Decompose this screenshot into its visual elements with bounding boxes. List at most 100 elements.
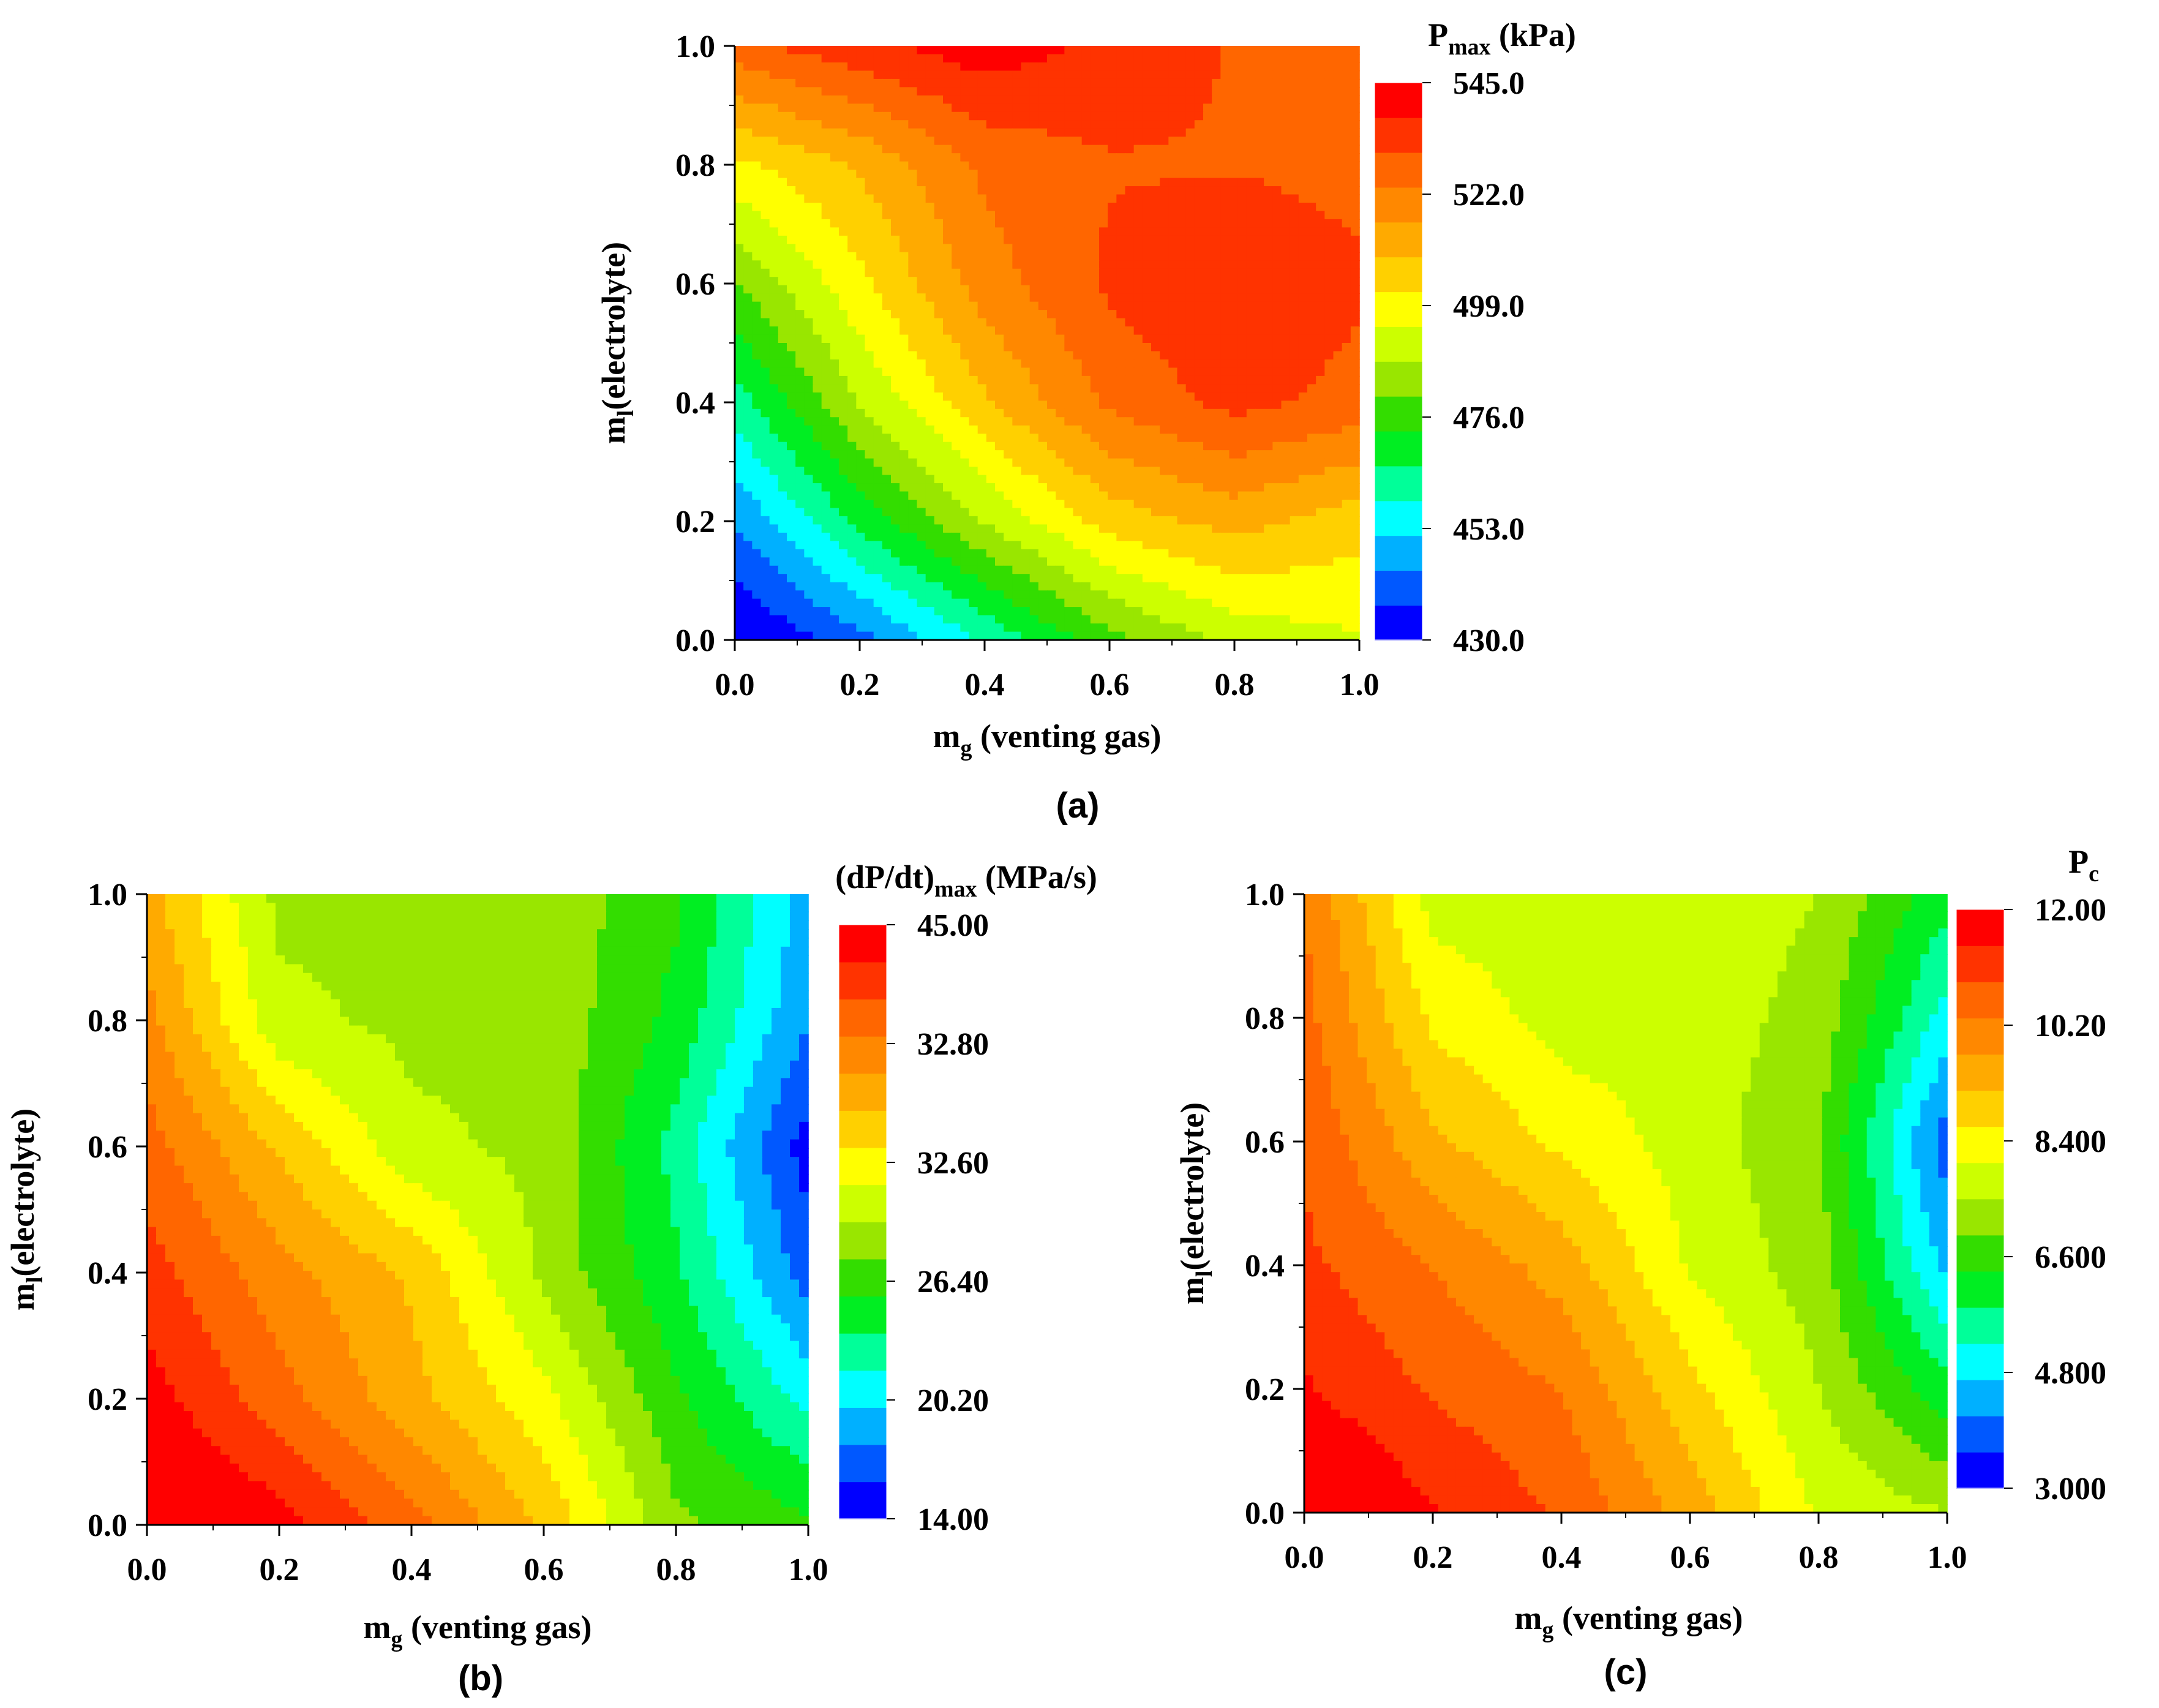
heatmap-cell xyxy=(760,87,770,96)
heatmap-cell xyxy=(1255,343,1264,352)
heatmap-cell xyxy=(1064,211,1074,220)
heatmap-cell xyxy=(1342,334,1351,344)
heatmap-cell xyxy=(1255,235,1264,245)
heatmap-cell xyxy=(1168,268,1178,278)
heatmap-cell xyxy=(986,235,996,245)
heatmap-cell xyxy=(743,450,753,459)
heatmap-cell xyxy=(1194,178,1204,187)
heatmap-cell xyxy=(873,301,883,310)
heatmap-cell xyxy=(1194,442,1204,451)
heatmap-cell xyxy=(1177,227,1187,236)
heatmap-cell xyxy=(1229,483,1239,492)
heatmap-cell xyxy=(821,450,831,459)
heatmap-cell xyxy=(899,54,909,63)
heatmap-cell xyxy=(847,607,857,616)
heatmap-cell xyxy=(813,178,822,187)
heatmap-cell xyxy=(1081,194,1091,203)
heatmap-cell xyxy=(1108,549,1117,559)
heatmap-cell xyxy=(778,260,787,269)
heatmap-cell xyxy=(1307,557,1316,566)
heatmap-cell xyxy=(1290,442,1299,451)
heatmap-cell xyxy=(1012,153,1022,162)
heatmap-cell xyxy=(743,615,753,624)
heatmap-cell xyxy=(1116,268,1126,278)
heatmap-cell xyxy=(1220,202,1230,212)
heatmap-cell xyxy=(1255,499,1264,509)
heatmap-cell xyxy=(882,375,892,385)
heatmap-cell xyxy=(735,582,744,591)
heatmap-cell xyxy=(769,434,779,443)
heatmap-cell xyxy=(1073,359,1083,369)
heatmap-cell xyxy=(899,268,909,278)
heatmap-cell xyxy=(1212,227,1222,236)
heatmap-cell xyxy=(891,120,900,129)
heatmap-cell xyxy=(977,194,987,203)
heatmap-cell xyxy=(1047,392,1056,402)
heatmap-cell xyxy=(1324,549,1334,559)
heatmap-cell xyxy=(1151,375,1160,385)
heatmap-cell xyxy=(1316,417,1326,426)
heatmap-cell xyxy=(1116,62,1126,72)
heatmap-cell xyxy=(995,244,1004,253)
heatmap-cell xyxy=(1116,70,1126,80)
heatmap-cell xyxy=(986,219,996,228)
heatmap-cell xyxy=(1333,252,1343,261)
heatmap-cell xyxy=(1324,46,1334,55)
heatmap-cell xyxy=(847,326,857,336)
heatmap-cell xyxy=(934,499,944,509)
heatmap-cell xyxy=(804,310,814,319)
heatmap-cell xyxy=(787,384,796,393)
heatmap-cell xyxy=(934,434,944,443)
heatmap-cell xyxy=(986,375,996,385)
heatmap-cell xyxy=(856,227,866,236)
heatmap-cell xyxy=(1342,532,1351,542)
heatmap-cell xyxy=(1021,62,1031,72)
heatmap-cell xyxy=(1185,235,1195,245)
heatmap-cell xyxy=(847,434,857,443)
heatmap-cell xyxy=(1246,293,1256,303)
heatmap-cell xyxy=(856,219,866,228)
heatmap-cell xyxy=(1185,499,1195,509)
heatmap-cell xyxy=(1281,351,1291,360)
heatmap-cell xyxy=(1133,417,1143,426)
heatmap-cell xyxy=(821,475,831,484)
heatmap-cell xyxy=(908,516,918,525)
heatmap-cell xyxy=(1229,326,1239,336)
heatmap-cell xyxy=(1264,219,1274,228)
heatmap-cell xyxy=(1177,524,1187,533)
heatmap-cell xyxy=(795,491,805,500)
heatmap-cell xyxy=(1090,186,1100,195)
heatmap-cell xyxy=(1246,244,1256,253)
heatmap-cell xyxy=(856,318,866,327)
heatmap-cell xyxy=(1160,78,1170,88)
heatmap-cell xyxy=(1185,565,1195,575)
heatmap-cell xyxy=(1151,145,1160,154)
heatmap-cell xyxy=(1012,574,1022,583)
heatmap-cell xyxy=(908,598,918,608)
heatmap-cell xyxy=(1324,343,1334,352)
heatmap-cell xyxy=(1177,120,1187,129)
heatmap-cell xyxy=(769,46,779,55)
heatmap-cell xyxy=(1160,62,1170,72)
heatmap-cell xyxy=(839,367,848,377)
heatmap-cell xyxy=(830,491,839,500)
heatmap-cell xyxy=(1029,598,1039,608)
heatmap-cell xyxy=(1047,62,1056,72)
heatmap-cell xyxy=(1064,557,1074,566)
heatmap-cell xyxy=(1316,62,1326,72)
heatmap-cell xyxy=(1237,483,1247,492)
heatmap-cell xyxy=(1177,532,1187,542)
heatmap-cell xyxy=(1333,549,1343,559)
heatmap-cell xyxy=(1264,235,1274,245)
heatmap-cell xyxy=(1099,318,1108,327)
heatmap-cell xyxy=(925,244,935,253)
heatmap-cell xyxy=(934,211,944,220)
heatmap-cell xyxy=(1324,508,1334,517)
heatmap-cell xyxy=(1047,450,1056,459)
heatmap-cell xyxy=(1342,359,1351,369)
heatmap-cell xyxy=(1142,145,1152,154)
heatmap-cell xyxy=(1281,541,1291,550)
heatmap-cell xyxy=(1012,392,1022,402)
heatmap-cell xyxy=(1090,483,1100,492)
heatmap-cell xyxy=(1064,111,1074,121)
